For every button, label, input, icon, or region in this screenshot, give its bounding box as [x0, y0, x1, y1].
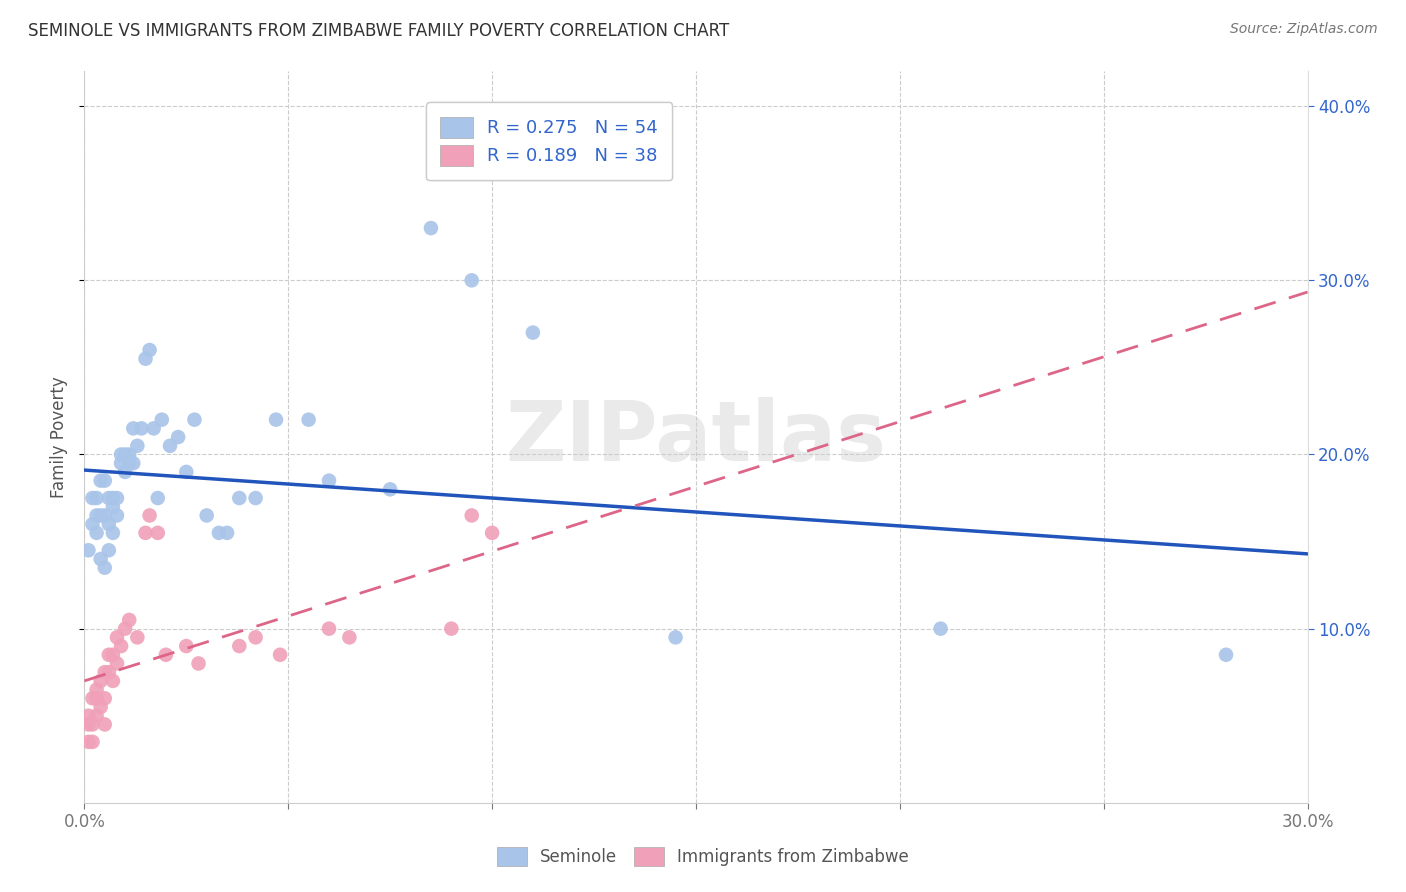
Point [86, 708, 108, 723]
Point [101, 648, 124, 662]
Point [150, 412, 173, 426]
Point [86, 682, 108, 697]
Point [420, 221, 443, 235]
Point [167, 430, 190, 444]
Point [135, 525, 157, 540]
Point [665, 631, 688, 645]
Point [97, 543, 120, 558]
Point [461, 273, 484, 287]
Text: ZIPatlas: ZIPatlas [506, 397, 886, 477]
Point [86, 508, 108, 523]
Point [127, 631, 149, 645]
Point [146, 491, 169, 505]
Point [208, 525, 231, 540]
Point [269, 648, 291, 662]
Point [118, 613, 141, 627]
Point [440, 622, 463, 636]
Point [228, 639, 250, 653]
Point [101, 500, 124, 514]
Point [97, 648, 120, 662]
Point [195, 508, 218, 523]
Point [522, 326, 544, 340]
Point [90, 508, 112, 523]
Point [228, 491, 250, 505]
Point [86, 525, 108, 540]
Point [86, 491, 108, 505]
Point [82, 491, 104, 505]
Point [146, 525, 169, 540]
Point [135, 351, 157, 366]
Point [97, 517, 120, 532]
Point [93, 560, 115, 574]
Text: SEMINOLE VS IMMIGRANTS FROM ZIMBABWE FAMILY POVERTY CORRELATION CHART: SEMINOLE VS IMMIGRANTS FROM ZIMBABWE FAM… [28, 22, 730, 40]
Point [264, 412, 287, 426]
Point [90, 552, 112, 566]
Point [114, 465, 136, 479]
Point [114, 448, 136, 462]
Point [481, 525, 503, 540]
Point [82, 735, 104, 749]
Point [90, 700, 112, 714]
Point [93, 508, 115, 523]
Point [105, 491, 128, 505]
Point [1215, 648, 1237, 662]
Point [93, 474, 115, 488]
Point [105, 657, 128, 671]
Point [105, 508, 128, 523]
Point [77, 735, 100, 749]
Point [131, 421, 153, 435]
Point [127, 439, 149, 453]
Point [82, 717, 104, 731]
Point [101, 491, 124, 505]
Point [114, 622, 136, 636]
Point [97, 665, 120, 680]
Point [245, 491, 267, 505]
Point [461, 508, 484, 523]
Point [174, 465, 197, 479]
Point [82, 691, 104, 706]
Point [105, 631, 128, 645]
Point [77, 708, 100, 723]
Point [77, 543, 100, 558]
Point [122, 456, 145, 470]
Point [101, 525, 124, 540]
Point [101, 673, 124, 688]
Point [380, 483, 402, 497]
Point [187, 657, 209, 671]
Point [90, 474, 112, 488]
Point [97, 491, 120, 505]
Point [245, 631, 267, 645]
Legend: Seminole, Immigrants from Zimbabwe: Seminole, Immigrants from Zimbabwe [488, 838, 918, 875]
Point [183, 412, 205, 426]
Point [93, 717, 115, 731]
Point [155, 648, 177, 662]
Point [90, 673, 112, 688]
Y-axis label: Family Poverty: Family Poverty [51, 376, 69, 498]
Point [110, 456, 132, 470]
Point [318, 474, 340, 488]
Point [138, 508, 160, 523]
Text: Source: ZipAtlas.com: Source: ZipAtlas.com [1230, 22, 1378, 37]
Point [86, 691, 108, 706]
Point [298, 412, 321, 426]
Point [929, 622, 952, 636]
Point [339, 631, 361, 645]
Point [217, 525, 239, 540]
Point [142, 421, 165, 435]
Legend: R = 0.275   N = 54, R = 0.189   N = 38: R = 0.275 N = 54, R = 0.189 N = 38 [426, 103, 672, 180]
Point [159, 439, 181, 453]
Point [118, 448, 141, 462]
Point [110, 448, 132, 462]
Point [110, 639, 132, 653]
Point [77, 717, 100, 731]
Point [318, 622, 340, 636]
Point [138, 343, 160, 357]
Point [118, 456, 141, 470]
Point [174, 639, 197, 653]
Point [93, 665, 115, 680]
Point [122, 421, 145, 435]
Point [93, 691, 115, 706]
Point [82, 517, 104, 532]
